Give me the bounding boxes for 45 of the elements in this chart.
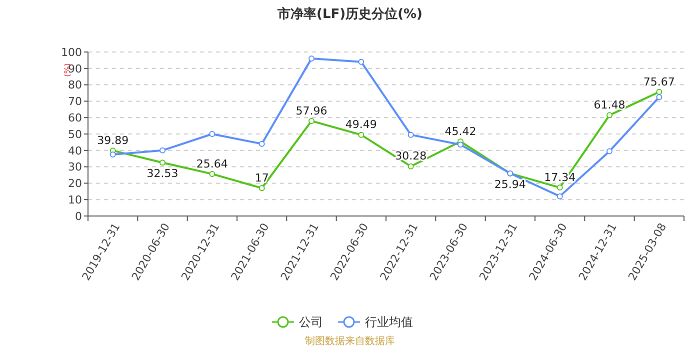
data-label: 30.28	[395, 150, 427, 163]
point	[358, 58, 364, 65]
y-tick-label: 10	[68, 193, 82, 206]
point	[160, 160, 166, 166]
y-tick-label: 50	[68, 128, 82, 141]
data-label: 25.64	[196, 157, 228, 170]
point	[656, 94, 662, 100]
point	[556, 184, 563, 191]
point	[656, 88, 662, 95]
data-label: 57.96	[296, 104, 328, 118]
y-tick-label: 100	[61, 46, 82, 59]
point	[258, 185, 265, 192]
data-label: 17	[254, 172, 269, 185]
point	[606, 112, 612, 118]
legend-label: 行业均值	[365, 315, 413, 330]
text: 制图数据来自数据库	[305, 335, 395, 347]
point	[258, 140, 265, 147]
data-label: 49.49	[345, 118, 377, 132]
point	[606, 148, 612, 154]
point	[458, 142, 464, 148]
data-label: 25.94	[494, 178, 526, 191]
data-label: 75.67	[643, 75, 675, 88]
legend-label: 公司	[299, 315, 323, 330]
point	[160, 147, 166, 154]
point	[209, 131, 216, 137]
data-label: 39.89	[97, 134, 129, 147]
data-label: 61.48	[594, 98, 626, 112]
y-tick-label: 0	[75, 210, 82, 223]
y-tick-label: 70	[68, 95, 82, 108]
point	[308, 56, 314, 62]
y-tick-label: 30	[68, 160, 82, 174]
point	[408, 163, 414, 170]
point	[308, 118, 314, 124]
data-label: 32.53	[146, 166, 178, 180]
point	[556, 193, 563, 200]
y-tick-label: 80	[68, 78, 82, 92]
y-tick-label: 40	[68, 144, 82, 158]
point	[110, 152, 116, 158]
point	[209, 170, 216, 177]
data-label: 45.42	[444, 124, 476, 138]
y-tick-label: 60	[68, 111, 82, 124]
point	[408, 132, 414, 138]
y-tick-label: 20	[68, 177, 82, 190]
chart-title: 市净率(LF)历史分位(%)	[276, 6, 422, 22]
point	[358, 132, 364, 138]
